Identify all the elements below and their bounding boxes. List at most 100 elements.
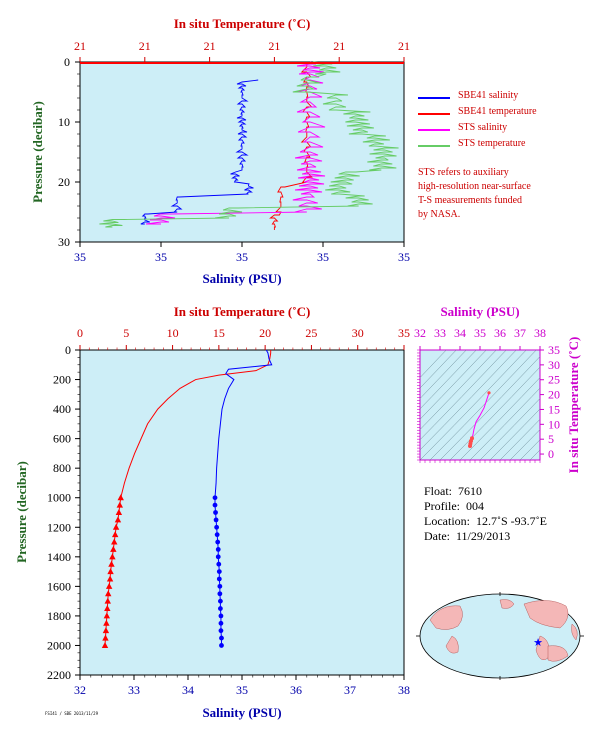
data-point: [108, 560, 115, 567]
density-contour: [420, 350, 497, 430]
tick-label: 1200: [47, 520, 71, 534]
legend-swatch-sts-salinity: [418, 129, 450, 131]
density-contour: [509, 429, 540, 460]
data-point: [104, 597, 111, 604]
tick-label: 0: [65, 343, 71, 357]
data-point: [217, 591, 223, 597]
float-row: Float: 7610: [424, 484, 547, 499]
tick-label: 0: [548, 447, 554, 461]
data-point: [218, 613, 224, 619]
density-contour: [459, 377, 540, 460]
tick-label: 32: [74, 683, 86, 697]
main-plot-pressure-axis-label: Pressure (decibar): [14, 461, 29, 563]
date-row: Date: 11/29/2013: [424, 529, 547, 544]
tick-label: 35: [398, 326, 410, 340]
tick-label: 21: [333, 39, 345, 53]
tick-label: 1600: [47, 579, 71, 593]
density-contour: [420, 350, 517, 451]
tick-label: 2200: [47, 668, 71, 682]
ts-point: [487, 391, 491, 395]
legend-label: STS salinity: [458, 122, 508, 133]
tick-label: 10: [167, 326, 179, 340]
top-plot-salinity-ticks: 35 35 35 35 35: [74, 242, 410, 264]
density-contour: [420, 350, 527, 460]
data-point: [103, 612, 111, 619]
data-point: [101, 641, 109, 648]
density-contour: [420, 350, 447, 378]
tick-label: 800: [53, 461, 71, 475]
tick-label: 1800: [47, 609, 71, 623]
tick-label: 35: [317, 250, 329, 264]
ts-plot-salinity-ticks: 32 33 34 35 36 37 38: [414, 326, 546, 463]
date-label: Date:: [424, 529, 450, 543]
data-point: [111, 531, 119, 538]
tick-label: 30: [548, 358, 560, 372]
data-point: [116, 501, 124, 508]
top-plot-pressure-ticks: 0 10 20 30: [58, 55, 80, 249]
series-line: [140, 79, 259, 225]
tick-label: 35: [236, 250, 248, 264]
data-point: [115, 509, 123, 515]
tick-label: 36: [494, 326, 506, 340]
density-contour: [449, 366, 540, 460]
float-info: Float: 7610 Profile: 004 Location: 12.7˚…: [424, 484, 547, 544]
density-contour: [420, 350, 457, 389]
map-graticule: [416, 592, 584, 680]
data-point: [102, 634, 109, 641]
tick-label: 33: [128, 683, 140, 697]
legend-label: SBE41 salinity: [458, 90, 519, 101]
data-point: [212, 502, 218, 508]
density-contour: [479, 398, 540, 460]
tick-label: 37: [514, 326, 526, 340]
tick-label: 25: [305, 326, 317, 340]
legend-label: STS temperature: [458, 138, 526, 149]
main-plot-area: [79, 349, 405, 676]
tick-label: 5: [548, 432, 554, 446]
ts-point: [470, 436, 474, 441]
density-contour: [469, 387, 540, 460]
tick-label: 21: [398, 39, 410, 53]
location-value: 12.7˚S -93.7˚E: [475, 514, 547, 528]
float-value: 7610: [458, 484, 483, 498]
density-contour: [420, 350, 477, 410]
data-point: [112, 523, 120, 530]
tick-label: 35: [155, 250, 167, 264]
tick-label: 20: [58, 175, 70, 189]
data-point: [215, 554, 221, 560]
float-label: Float:: [424, 484, 453, 498]
credit-text: FSI41 / SBE 2013/11/29: [45, 711, 98, 716]
data-point: [218, 598, 223, 604]
data-point: [216, 561, 222, 567]
ts-plot-area: [419, 349, 541, 461]
tick-label: 37: [344, 683, 356, 697]
ts-density-contours: [420, 350, 540, 460]
data-point: [117, 494, 124, 501]
location-label: Location:: [424, 514, 470, 528]
legend-swatch-sbe-salinity: [418, 97, 450, 99]
map-land: [429, 599, 578, 662]
tick-label: 35: [548, 343, 560, 357]
profile-value: 004: [466, 499, 484, 513]
data-point: [105, 582, 113, 589]
data-point: [215, 547, 221, 552]
profile-label: Profile:: [424, 499, 460, 513]
data-point: [104, 605, 111, 612]
data-point: [212, 495, 218, 501]
tick-label: 30: [58, 235, 70, 249]
tick-label: 200: [53, 373, 71, 387]
tick-label: 38: [398, 683, 410, 697]
ts-plot-temp-axis-label: In situ Temperature (˚C): [566, 337, 581, 474]
density-contour: [499, 418, 540, 460]
legend-label: SBE41 temperature: [458, 106, 537, 117]
tick-label: 21: [139, 39, 151, 53]
tick-label: 1000: [47, 491, 71, 505]
tick-label: 35: [398, 250, 410, 264]
tick-label: 0: [77, 326, 83, 340]
data-point: [213, 517, 219, 523]
top-plot-salinity-axis-label: Salinity (PSU): [202, 271, 281, 286]
density-contour: [439, 356, 540, 460]
density-contour: [529, 449, 540, 460]
tick-label: 10: [58, 115, 70, 129]
data-point: [109, 553, 116, 560]
